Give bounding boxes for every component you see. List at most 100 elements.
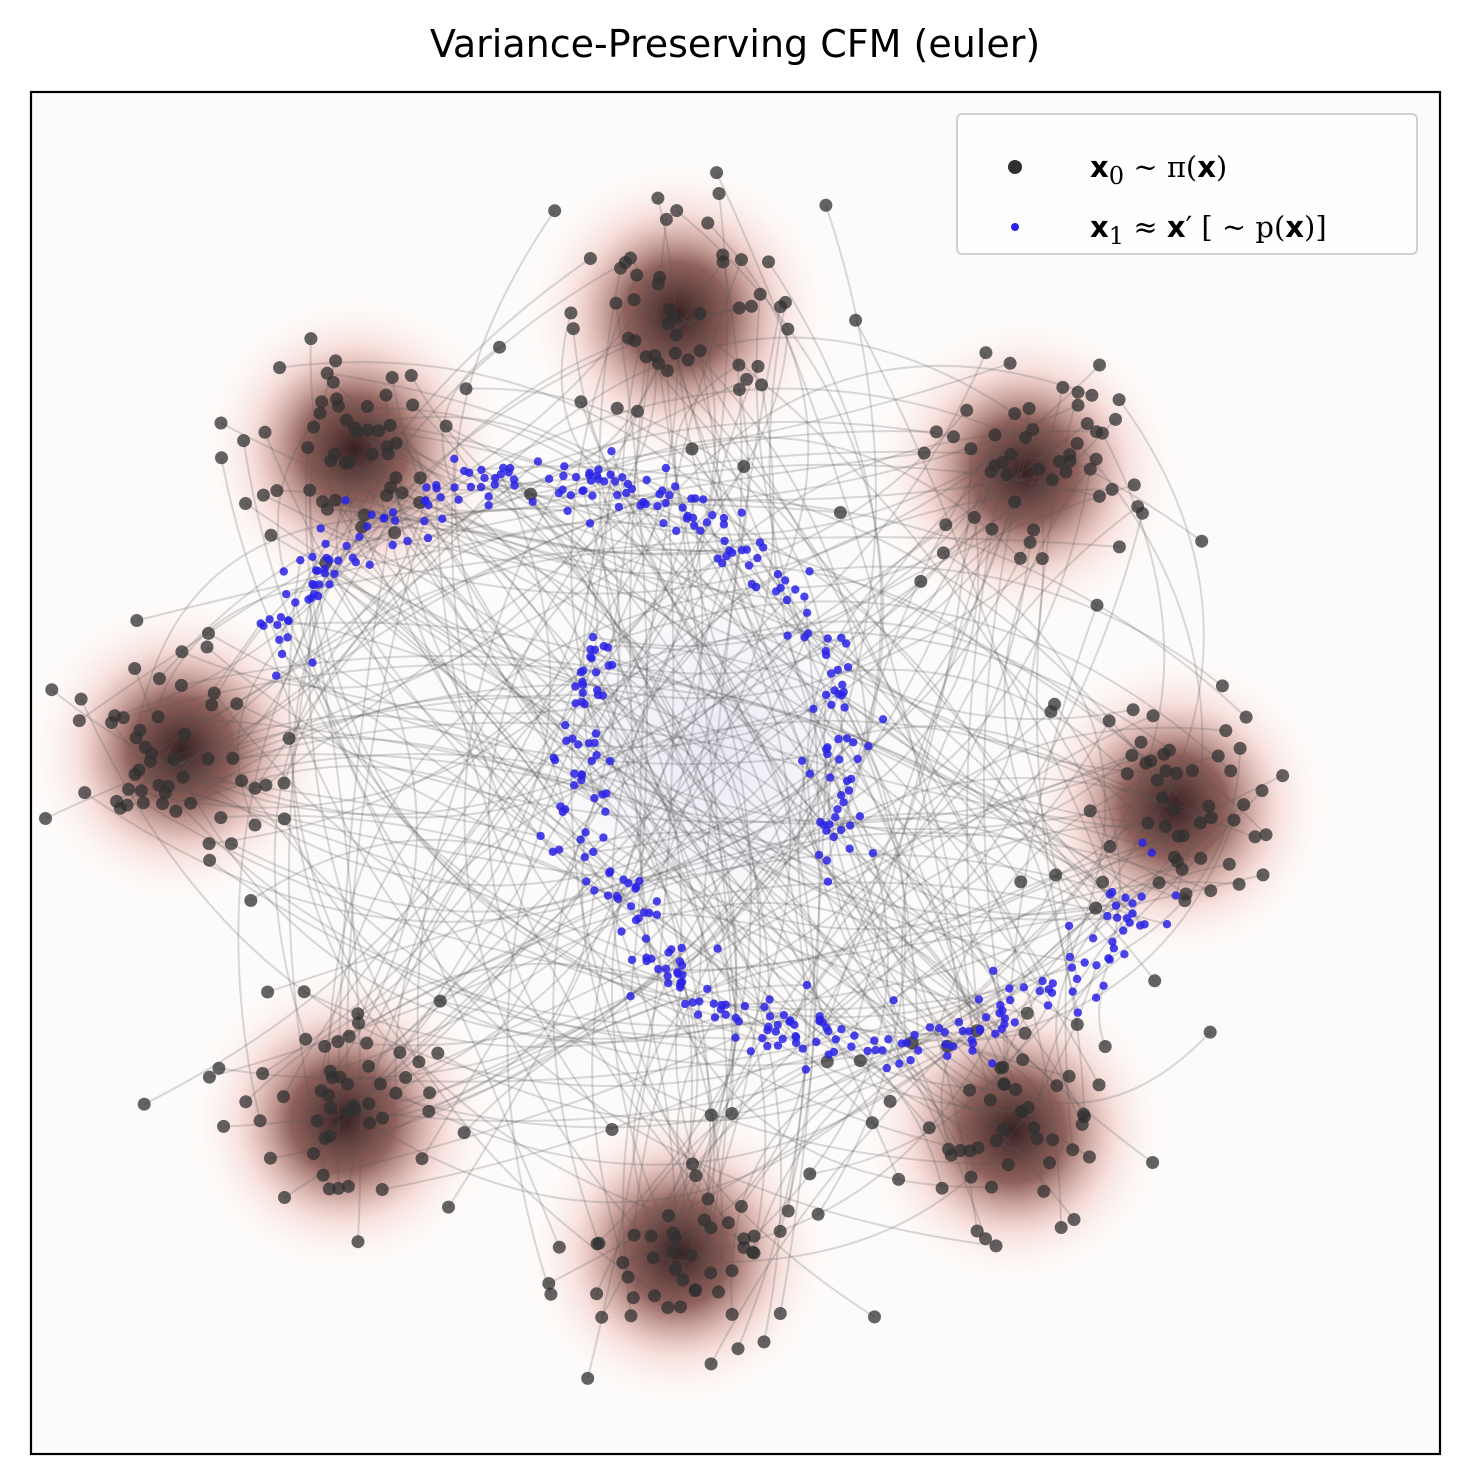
x0-point <box>960 403 974 417</box>
x0-point <box>315 395 329 409</box>
x0-point <box>45 683 59 697</box>
x0-point <box>1077 1107 1090 1121</box>
x0-point <box>384 480 398 494</box>
x0-point <box>259 778 273 792</box>
trajectory <box>283 521 701 784</box>
trajectory <box>887 1038 1029 1113</box>
trajectory <box>322 1036 737 1177</box>
x0-point <box>917 446 931 460</box>
x0-point <box>375 1183 389 1196</box>
x1-point <box>265 615 274 624</box>
x1-point <box>560 462 569 471</box>
legend-marker-x0 <box>1008 160 1022 174</box>
x1-point <box>585 519 595 528</box>
x1-point <box>791 585 800 594</box>
x0-point <box>134 784 148 798</box>
x0-point <box>747 1246 761 1260</box>
trajectory <box>453 210 607 813</box>
x1-point <box>590 738 599 748</box>
trajectory <box>681 776 1212 976</box>
trajectory <box>279 361 786 582</box>
x0-point <box>971 1141 985 1155</box>
x0-point <box>757 1335 771 1349</box>
x0-point <box>1020 1006 1034 1020</box>
x1-point <box>773 1041 783 1050</box>
x0-point <box>264 528 278 542</box>
legend-marker-x1 <box>1011 223 1019 231</box>
x1-point <box>591 729 601 738</box>
x1-point <box>822 856 832 865</box>
x1-point <box>325 555 334 565</box>
trajectory <box>150 500 427 763</box>
trajectory <box>666 370 960 1023</box>
trajectory <box>573 488 1113 775</box>
trajectory <box>322 500 771 1017</box>
x0-point <box>668 346 682 360</box>
trajectory <box>282 707 814 1098</box>
x1-point <box>823 743 832 752</box>
x1-point <box>636 501 645 510</box>
trajectory <box>809 1004 1049 1175</box>
legend-label-x0: x0 ~ π(x) <box>1090 150 1228 190</box>
x0-point <box>1008 407 1022 421</box>
x1-point <box>1043 1001 1053 1010</box>
x1-point <box>975 1026 985 1035</box>
x0-point <box>1023 535 1037 549</box>
x0-point <box>755 378 768 392</box>
x0-point <box>610 401 624 415</box>
x1-point <box>677 943 686 953</box>
trajectory <box>276 489 597 734</box>
x0-point <box>105 716 119 729</box>
x0-point <box>803 1167 817 1181</box>
x0-point <box>412 1055 426 1069</box>
trajectory <box>657 363 737 1018</box>
x0-point <box>202 1070 216 1084</box>
x0-point <box>1175 862 1189 876</box>
legend: x0 ~ π(x) x1 ≈ x′ [ ~ p(x)] <box>956 113 1418 255</box>
trajectory <box>332 893 1111 1129</box>
trajectory <box>304 447 693 1004</box>
x1-point <box>438 514 447 523</box>
x0-point <box>988 428 1002 442</box>
trajectory <box>634 888 716 1291</box>
x1-point <box>642 953 651 962</box>
trajectory <box>359 535 1156 982</box>
trajectory <box>633 778 852 1236</box>
trajectory <box>582 490 971 1091</box>
x1-point <box>878 715 888 724</box>
mode-glow-3 <box>874 321 1175 622</box>
trajectory <box>161 493 660 805</box>
x1-point <box>981 1013 991 1022</box>
trajectory <box>354 415 633 490</box>
x0-point <box>648 349 662 362</box>
x0-point <box>773 1307 787 1320</box>
x1-point <box>708 511 717 520</box>
x0-point <box>1035 552 1049 566</box>
trajectory <box>262 625 997 1247</box>
x0-point <box>646 1251 660 1265</box>
x1-point <box>367 510 376 519</box>
x0-point <box>307 420 321 434</box>
trajectory <box>946 1031 1211 1104</box>
x0-point <box>1256 868 1270 882</box>
trajectory <box>753 1031 946 1254</box>
x1-point <box>606 470 615 479</box>
trajectory <box>463 984 808 1134</box>
x0-point <box>324 454 338 468</box>
x0-point <box>710 166 724 180</box>
x1-point <box>734 1017 743 1026</box>
trajectory <box>286 536 1120 596</box>
x0-point <box>621 1270 635 1284</box>
x1-point <box>341 496 350 505</box>
x1-point <box>823 634 832 643</box>
trajectory <box>823 812 1187 895</box>
x1-point <box>863 1046 872 1056</box>
trajectory <box>136 498 704 622</box>
x0-point <box>725 1107 739 1120</box>
x1-point <box>737 546 747 555</box>
x0-point <box>151 710 165 724</box>
trajectory <box>658 720 1111 971</box>
x1-point <box>781 576 790 585</box>
x1-point <box>974 995 984 1004</box>
x0-point <box>431 1046 445 1060</box>
